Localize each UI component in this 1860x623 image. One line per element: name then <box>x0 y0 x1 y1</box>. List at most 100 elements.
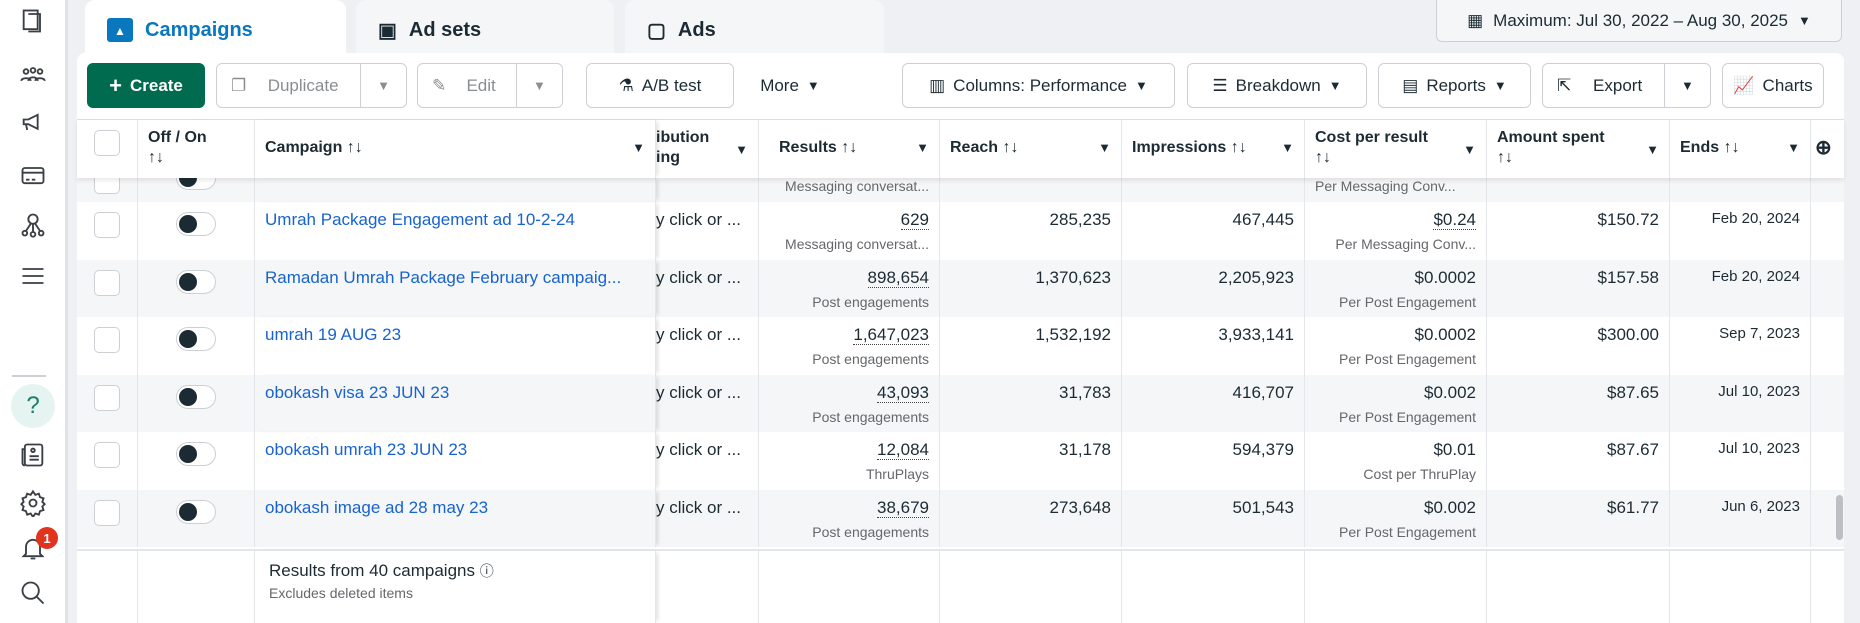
menu-icon[interactable] <box>14 257 52 295</box>
billing-icon[interactable] <box>14 156 52 194</box>
create-button[interactable]: + Create <box>87 63 205 108</box>
reach-value: 1,370,623 <box>940 259 1122 317</box>
business-graph-icon[interactable] <box>14 206 52 244</box>
duplicate-button[interactable]: ❐ Duplicate ▼ <box>216 63 407 108</box>
charts-button[interactable]: 📈 Charts <box>1722 63 1824 108</box>
row-checkbox[interactable] <box>94 499 120 526</box>
reports-button[interactable]: ▤ Reports ▼ <box>1378 63 1531 108</box>
result-type: Messaging conversat... <box>785 236 929 252</box>
export-dropdown[interactable]: ▼ <box>1663 64 1710 107</box>
row-toggle[interactable] <box>176 269 216 294</box>
header-reach[interactable]: Reach ↑↓ ▼ <box>940 120 1122 178</box>
row-toggle[interactable] <box>176 499 216 524</box>
chevron-down-icon[interactable]: ▼ <box>916 140 929 155</box>
table-row[interactable]: umrah 19 AUG 23 y click or ... 1,647,023… <box>77 317 1844 375</box>
ab-test-button[interactable]: ⚗ A/B test <box>586 63 734 108</box>
chevron-down-icon[interactable]: ▼ <box>1646 142 1659 157</box>
help-icon[interactable]: ? <box>11 384 55 428</box>
sort-icon[interactable]: ↑↓ <box>1002 139 1019 156</box>
table-row[interactable]: obokash visa 23 JUN 23 y click or ... 43… <box>77 374 1844 432</box>
edit-button[interactable]: ✎ Edit ▼ <box>417 63 563 108</box>
header-results[interactable]: Results ↑↓ ▼ <box>759 120 940 178</box>
sort-icon[interactable]: ↑↓ <box>1723 139 1740 156</box>
chevron-down-icon[interactable]: ▼ <box>1281 140 1294 155</box>
sort-icon[interactable]: ↑↓ <box>346 139 363 156</box>
header-attribution[interactable]: ibution ing ▼ <box>656 120 759 178</box>
table-row[interactable]: Umrah Package Engagement ad 10-2-24 y cl… <box>77 202 1844 260</box>
tab-campaigns[interactable]: ▲ Campaigns <box>85 0 346 60</box>
table-row[interactable]: obokash umrah 23 JUN 23 y click or ... 1… <box>77 432 1844 490</box>
pages-icon[interactable] <box>14 2 52 40</box>
tab-ad-sets[interactable]: ▣ Ad sets <box>356 0 614 60</box>
chevron-down-icon[interactable]: ▼ <box>1463 142 1476 157</box>
row-toggle[interactable] <box>176 212 216 236</box>
reports-label: Reports <box>1426 75 1486 95</box>
row-toggle[interactable] <box>176 384 216 409</box>
sort-icon[interactable]: ↑↓ <box>1497 149 1513 166</box>
impressions-value: 3,933,141 <box>1122 317 1305 375</box>
impressions-value: 2,205,923 <box>1122 259 1305 317</box>
ends-value: Sep 7, 2023 <box>1670 317 1811 375</box>
chevron-down-icon: ▼ <box>806 78 820 93</box>
breakdown-button[interactable]: ☰ Breakdown ▼ <box>1187 63 1367 108</box>
ends-value: Feb 20, 2024 <box>1670 259 1811 317</box>
breakdown-icon: ☰ <box>1212 75 1228 95</box>
header-label: Impressions <box>1132 139 1227 156</box>
chevron-down-icon: ▼ <box>1135 78 1148 93</box>
chevron-down-icon[interactable]: ▼ <box>632 140 645 155</box>
campaign-name-link[interactable]: obokash umrah 23 JUN 23 <box>265 440 468 459</box>
info-icon[interactable]: ⓘ <box>479 563 494 579</box>
sort-icon[interactable]: ↑↓ <box>841 139 858 156</box>
header-impressions[interactable]: Impressions ↑↓ ▼ <box>1122 120 1305 178</box>
row-toggle[interactable] <box>176 442 216 466</box>
date-range-picker[interactable]: ▦ Maximum: Jul 30, 2022 – Aug 30, 2025 ▼ <box>1436 0 1842 42</box>
campaign-name-link[interactable]: Umrah Package Engagement ad 10-2-24 <box>265 210 575 229</box>
settings-icon[interactable] <box>14 484 52 522</box>
add-column-button[interactable]: ⊕ <box>1815 137 1832 159</box>
chevron-down-icon[interactable]: ▼ <box>1787 140 1800 155</box>
header-cost-per-result[interactable]: Cost per result ↑↓ ▼ <box>1305 120 1487 178</box>
row-toggle[interactable] <box>176 178 216 190</box>
row-checkbox[interactable] <box>94 442 120 468</box>
row-checkbox[interactable] <box>94 212 120 238</box>
campaign-name-link[interactable]: umrah 19 AUG 23 <box>265 325 402 344</box>
vertical-scrollbar[interactable] <box>1836 495 1843 540</box>
select-all[interactable] <box>77 120 138 178</box>
row-checkbox[interactable] <box>94 327 120 353</box>
header-ends[interactable]: Ends ↑↓ ▼ <box>1670 120 1811 178</box>
table-row[interactable]: Ramadan Umrah Package February campaig..… <box>77 259 1844 317</box>
header-off-on[interactable]: Off / On ↑↓ <box>138 120 255 178</box>
chevron-down-icon[interactable]: ▼ <box>1098 140 1111 155</box>
campaign-name-link[interactable]: obokash visa 23 JUN 23 <box>265 382 450 402</box>
columns-button[interactable]: ▥ Columns: Performance ▼ <box>902 63 1175 108</box>
select-all-checkbox[interactable] <box>94 130 120 156</box>
row-toggle[interactable] <box>176 327 216 351</box>
campaign-name-link[interactable]: obokash image ad 28 may 23 <box>265 497 489 517</box>
chevron-down-icon[interactable]: ▼ <box>735 142 748 157</box>
header-amount-spent[interactable]: Amount spent ↑↓ ▼ <box>1487 120 1670 178</box>
row-checkbox[interactable] <box>94 384 120 411</box>
row-checkbox[interactable] <box>94 178 120 194</box>
sort-icon[interactable]: ↑↓ <box>148 149 164 166</box>
amount-spent-value: $150.72 <box>1487 202 1670 260</box>
audience-icon[interactable] <box>14 56 52 94</box>
row-checkbox[interactable] <box>94 269 120 296</box>
ends-value: Jul 10, 2023 <box>1670 374 1811 432</box>
export-button[interactable]: ⇱ Export ▼ <box>1542 63 1711 108</box>
campaign-name-link[interactable]: Ramadan Umrah Package February campaig..… <box>265 267 622 287</box>
duplicate-dropdown[interactable]: ▼ <box>360 64 406 107</box>
date-range-label: Maximum: Jul 30, 2022 – Aug 30, 2025 <box>1493 10 1789 30</box>
ads-manager-icon[interactable] <box>14 104 52 142</box>
sort-icon[interactable]: ↑↓ <box>1315 149 1331 166</box>
tab-ads[interactable]: ▢ Ads <box>625 0 884 60</box>
header-campaign[interactable]: Campaign ↑↓ ▼ <box>255 120 656 178</box>
amount-spent-value: $87.67 <box>1487 432 1670 490</box>
result-type: Post engagements <box>812 351 929 367</box>
more-button[interactable]: More ▼ <box>750 63 830 108</box>
sort-icon[interactable]: ↑↓ <box>1230 139 1247 156</box>
table-row[interactable]: obokash image ad 28 may 23 y click or ..… <box>77 489 1844 547</box>
news-icon[interactable] <box>14 436 52 474</box>
table-row-partial: Messaging conversat... Per Messaging Con… <box>77 178 1844 202</box>
search-icon[interactable] <box>14 574 52 612</box>
edit-dropdown[interactable]: ▼ <box>515 64 562 107</box>
